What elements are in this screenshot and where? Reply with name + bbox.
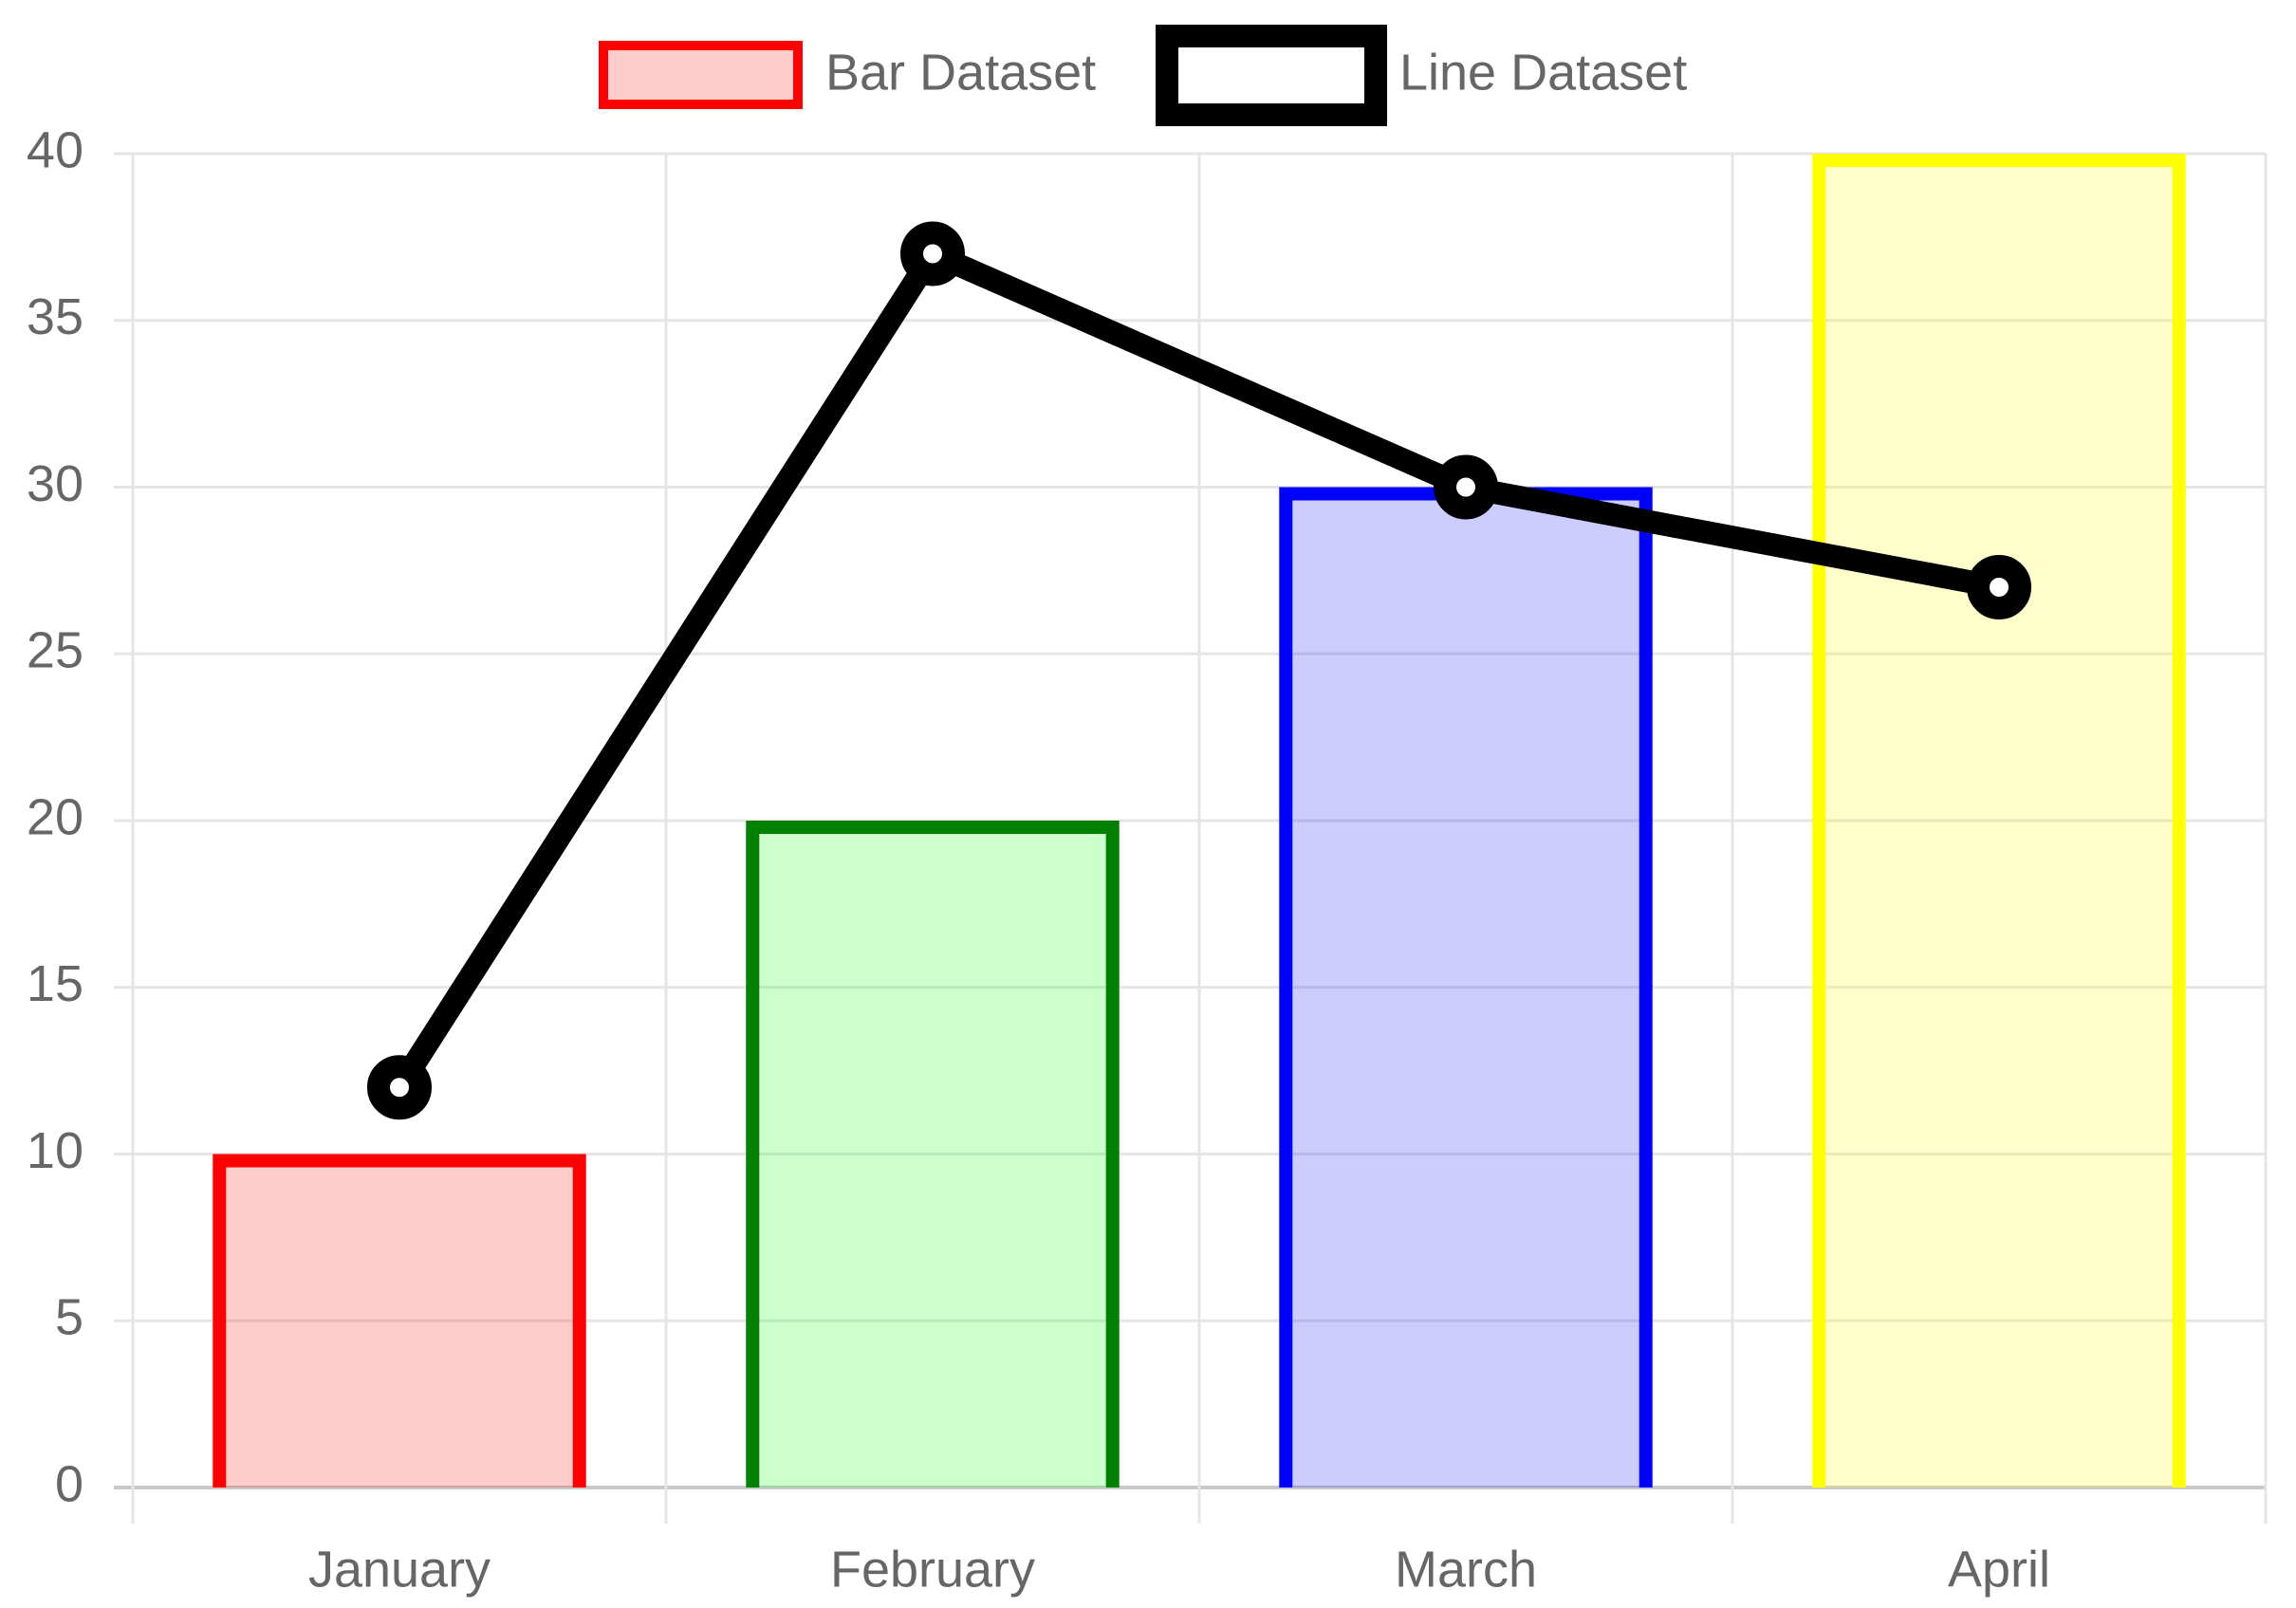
x-tick-label-january: January (308, 1541, 491, 1598)
y-tick-label: 10 (27, 1122, 83, 1179)
bar-january[interactable] (213, 1154, 586, 1488)
bar-april[interactable] (1812, 154, 2186, 1488)
line-path (389, 239, 2002, 1094)
line-point-january[interactable] (367, 1055, 432, 1120)
bar-border-january (213, 1154, 586, 1488)
bar-border-february (746, 821, 1120, 1488)
y-tick-label: 0 (55, 1455, 83, 1512)
line-point-february[interactable] (900, 221, 965, 286)
legend-label-bar: Bar Dataset (825, 44, 1096, 101)
legend: Bar Dataset Line Dataset (599, 25, 1687, 126)
x-tick-label-march: March (1395, 1541, 1537, 1598)
y-tick-label: 5 (55, 1289, 83, 1346)
y-tick-label: 35 (27, 288, 83, 345)
legend-swatch-line (1156, 25, 1387, 126)
y-tick-label: 25 (27, 622, 83, 679)
y-tick-label: 30 (27, 455, 83, 512)
legend-item-bar-dataset[interactable]: Bar Dataset (599, 41, 1096, 109)
y-tick-label: 20 (27, 788, 83, 845)
line-series (367, 221, 2031, 1120)
bar-february[interactable] (746, 821, 1120, 1488)
x-tick-label-february: February (830, 1541, 1035, 1598)
legend-swatch-bar (599, 41, 803, 109)
y-tick-label: 15 (27, 955, 83, 1012)
line-point-march[interactable] (1434, 454, 1498, 520)
line-point-april[interactable] (1967, 554, 2031, 619)
bar-march[interactable] (1279, 487, 1653, 1488)
axes: 0 5 10 15 20 25 30 35 40 January February March Apri… (27, 121, 2050, 1598)
bar-border-april (1812, 154, 2186, 1488)
legend-label-line: Line Dataset (1399, 44, 1687, 101)
y-tick-label: 40 (27, 121, 83, 178)
legend-item-line-dataset[interactable]: Line Dataset (1156, 25, 1687, 126)
x-tick-label-april: April (1948, 1541, 2050, 1598)
bar-series (213, 154, 2186, 1488)
